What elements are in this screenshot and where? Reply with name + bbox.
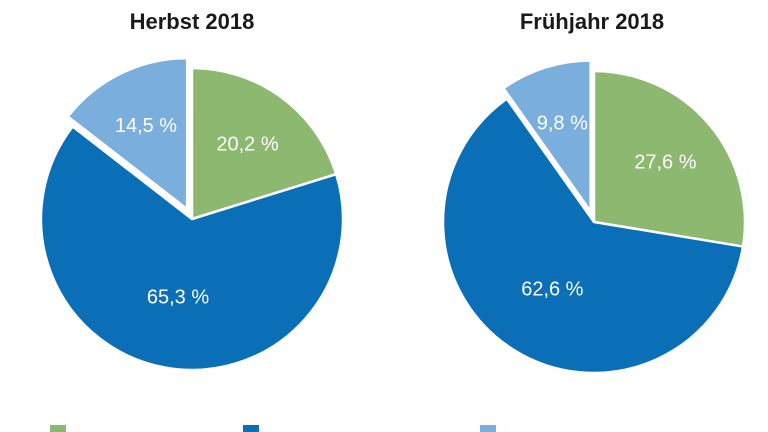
legend-swatch-blue [243,425,259,432]
chart-title-fruehjahr: Frühjahr 2018 [520,9,664,34]
pie-0-label-lightblue: 14,5 % [115,115,177,137]
legend-swatch-lightblue [480,425,496,432]
pie-1-slice-green [592,69,747,248]
pies-group: 20,2 % 65,3 % 14,5 % 27,6 % 62,6 % 9,8 % [39,56,747,375]
pie-1-slice-lightblue [502,59,592,213]
pie-0-slice-blue [39,125,345,372]
legend [50,425,496,432]
pie-0-label-green: 20,2 % [216,134,278,156]
pie-1-slice-blue [441,97,745,375]
legend-swatch-green [50,425,66,432]
pie-0-label-blue: 65,3 % [147,286,209,308]
pie-1-label-blue: 62,6 % [521,279,583,301]
pie-1-label-green: 27,6 % [634,151,696,173]
pie-0-slice-lightblue [66,56,189,211]
pie-1-label-lightblue: 9,8 % [537,112,588,134]
pie-0-slice-green [190,66,338,221]
chart-title-herbst: Herbst 2018 [130,9,255,34]
